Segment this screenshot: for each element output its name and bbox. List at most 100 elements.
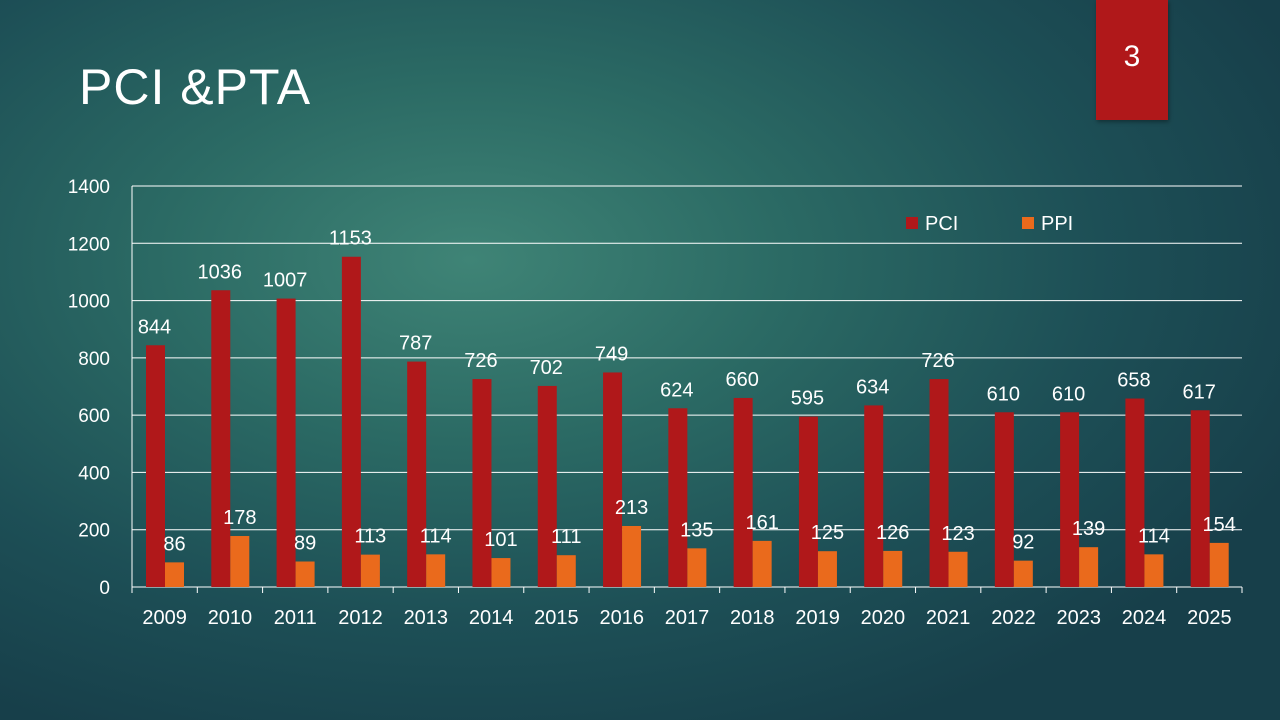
pci-bar	[407, 361, 427, 587]
y-tick-label: 800	[78, 349, 110, 370]
y-tick-label: 400	[78, 463, 110, 484]
ppi-bar	[230, 536, 250, 587]
x-tick-label: 2024	[1122, 607, 1167, 629]
legend-swatch	[1022, 217, 1034, 229]
pci-bar	[668, 408, 688, 587]
x-tick-label: 2011	[274, 607, 317, 629]
pci-data-label: 624	[660, 379, 693, 401]
pci-data-label: 610	[1052, 383, 1085, 405]
ppi-bar	[426, 554, 446, 587]
legend: PCI PPI	[906, 213, 1073, 235]
page-number-badge: 3	[1096, 0, 1168, 120]
x-tick-label: 2022	[991, 607, 1036, 629]
y-tick-label: 1000	[68, 292, 110, 313]
x-tick-label: 2015	[534, 607, 579, 629]
pci-data-label: 634	[856, 376, 889, 398]
pci-bar	[1125, 398, 1145, 587]
y-tick-label: 600	[78, 406, 110, 427]
ppi-bar	[295, 561, 315, 587]
pci-data-label: 1036	[198, 261, 243, 283]
ppi-data-label: 139	[1072, 518, 1105, 540]
pci-data-label: 1153	[329, 228, 372, 250]
pci-bar	[798, 416, 818, 587]
pci-data-label: 658	[1117, 370, 1150, 392]
pci-bar	[864, 405, 884, 587]
x-tick-label: 2018	[730, 607, 775, 629]
ppi-data-label: 89	[294, 533, 316, 555]
ppi-bar	[948, 551, 968, 587]
pci-bar	[146, 345, 165, 587]
pci-data-label: 1007	[263, 270, 308, 292]
x-tick-label: 2013	[404, 607, 449, 629]
pci-bar	[929, 379, 949, 587]
ppi-bar	[1209, 542, 1229, 587]
bars	[146, 256, 1229, 587]
ppi-bar	[165, 562, 184, 587]
ppi-data-label: 86	[163, 533, 185, 555]
legend-label: PCI	[925, 213, 958, 235]
pci-bar	[276, 298, 296, 587]
ppi-data-label: 113	[354, 526, 386, 548]
data-labels: 844 86 1036 178 1007 89 1153 113 787 114 726 101 702…	[138, 228, 1236, 556]
pci-bar	[341, 256, 361, 587]
pci-bar	[1190, 410, 1210, 587]
pci-data-label: 749	[595, 343, 628, 365]
y-tick-label: 1200	[68, 234, 110, 255]
ppi-bar	[556, 555, 576, 587]
ppi-bar	[1144, 554, 1164, 587]
x-tick-label: 2023	[1057, 607, 1102, 629]
pci-bar	[733, 397, 753, 587]
pci-data-label: 595	[791, 388, 824, 410]
pci-data-label: 726	[921, 350, 954, 372]
ppi-data-label: 114	[420, 525, 452, 547]
ppi-data-label: 92	[1012, 532, 1034, 554]
x-tick-label: 2012	[338, 607, 383, 629]
pci-data-label: 726	[464, 350, 497, 372]
ppi-bar	[491, 558, 511, 587]
ppi-data-label: 161	[745, 512, 778, 534]
pci-data-label: 702	[530, 357, 563, 379]
x-tick-label: 2016	[599, 607, 644, 629]
pci-data-label: 787	[399, 333, 432, 355]
x-tick-label: 2021	[926, 607, 971, 629]
x-tick-label: 2017	[665, 607, 710, 629]
pci-bar	[537, 385, 557, 587]
ppi-bar	[1079, 547, 1099, 587]
pci-data-label: 844	[138, 316, 171, 338]
y-tick-label: 200	[78, 521, 110, 542]
ppi-data-label: 126	[876, 522, 909, 544]
pci-bar	[211, 290, 231, 587]
ppi-bar	[1013, 560, 1033, 587]
pci-bar	[472, 379, 492, 587]
slide-title: PCI &PTA	[79, 59, 312, 115]
ppi-data-label: 111	[551, 526, 581, 548]
x-tick-label: 2020	[861, 607, 906, 629]
pci-data-label: 617	[1183, 381, 1216, 403]
ppi-bar	[360, 554, 380, 587]
y-tick-label: 1400	[68, 177, 110, 198]
ppi-data-label: 178	[223, 507, 256, 529]
x-tick-label: 2025	[1187, 607, 1232, 629]
legend-swatch	[906, 217, 918, 229]
page-number: 3	[1123, 39, 1141, 73]
y-tick-label: 0	[99, 578, 110, 599]
pci-bar	[603, 372, 623, 587]
pci-bar	[1060, 412, 1080, 587]
legend-label: PPI	[1041, 213, 1073, 235]
ppi-bar	[687, 548, 707, 587]
ppi-bar	[752, 540, 772, 587]
ppi-bar	[622, 525, 642, 587]
ppi-data-label: 114	[1138, 525, 1170, 547]
ppi-data-label: 125	[811, 522, 844, 544]
x-tick-label: 2010	[208, 607, 253, 629]
axes: 0 200 400 600 800 1000 1200 1400 2009 2010 2011 201…	[68, 177, 1243, 629]
x-tick-label: 2014	[469, 607, 514, 629]
ppi-data-label: 154	[1203, 514, 1236, 536]
x-tick-label: 2009	[142, 607, 187, 629]
ppi-bar	[883, 550, 903, 587]
ppi-data-label: 213	[615, 497, 648, 519]
ppi-data-label: 135	[680, 519, 713, 541]
ppi-data-label: 101	[484, 529, 517, 551]
pci-data-label: 660	[725, 369, 758, 391]
